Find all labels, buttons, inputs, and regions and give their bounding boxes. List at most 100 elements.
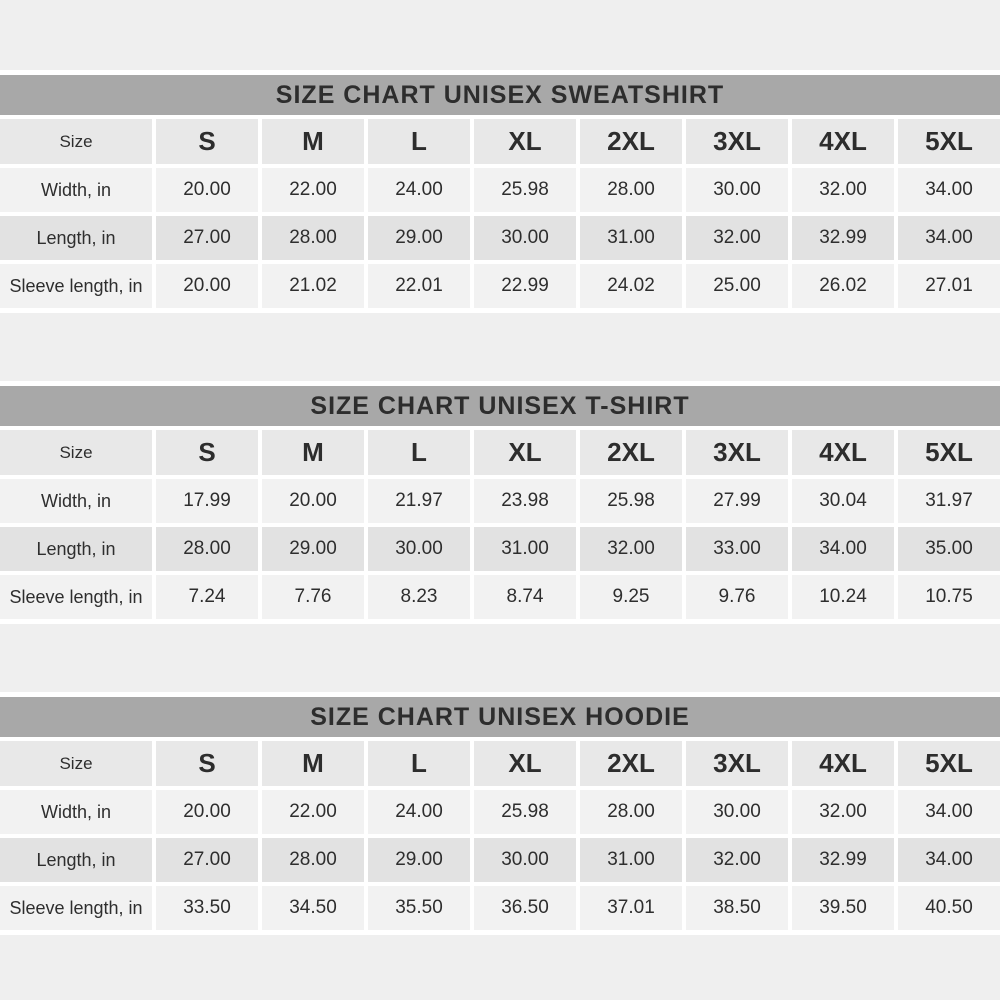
measurement-value: 20.00 — [156, 790, 258, 834]
size-column-header: M — [262, 430, 364, 475]
size-column-header: 3XL — [686, 741, 788, 786]
measurement-value: 21.97 — [368, 479, 470, 523]
measurement-value: 28.00 — [262, 838, 364, 882]
measurement-row-label: Sleeve length, in — [0, 264, 152, 308]
section-gap — [0, 313, 1000, 381]
measurement-value: 32.00 — [686, 216, 788, 260]
chart-title-tshirt: SIZE CHART UNISEX T-SHIRT — [0, 386, 1000, 426]
size-table-sweatshirt: Size S M L XL 2XL 3XL 4XL 5XL Width, in 20.00 22.00… — [0, 119, 1000, 308]
measurement-value: 27.01 — [898, 264, 1000, 308]
measurement-value: 32.00 — [792, 168, 894, 212]
measurement-value: 26.02 — [792, 264, 894, 308]
measurement-value: 30.00 — [686, 790, 788, 834]
measurement-value: 33.00 — [686, 527, 788, 571]
measurement-value: 30.00 — [474, 216, 576, 260]
measurement-value: 25.00 — [686, 264, 788, 308]
measurement-value: 28.00 — [262, 216, 364, 260]
measurement-value: 22.01 — [368, 264, 470, 308]
measurement-value: 7.76 — [262, 575, 364, 619]
measurement-value: 30.00 — [686, 168, 788, 212]
size-column-header: L — [368, 119, 470, 164]
size-column-header: 5XL — [898, 741, 1000, 786]
measurement-value: 36.50 — [474, 886, 576, 930]
measurement-value: 25.98 — [474, 790, 576, 834]
measurement-value: 27.00 — [156, 216, 258, 260]
size-column-header: S — [156, 119, 258, 164]
measurement-row-label: Length, in — [0, 527, 152, 571]
measurement-value: 24.00 — [368, 790, 470, 834]
size-chart-hoodie: SIZE CHART UNISEX HOODIE Size S M L XL 2XL 3XL… — [0, 692, 1000, 935]
measurement-value: 39.50 — [792, 886, 894, 930]
measurement-value: 20.00 — [156, 264, 258, 308]
measurement-value: 27.99 — [686, 479, 788, 523]
measurement-value: 27.00 — [156, 838, 258, 882]
measurement-value: 32.00 — [792, 790, 894, 834]
size-column-header: 2XL — [580, 430, 682, 475]
measurement-value: 37.01 — [580, 886, 682, 930]
size-column-header: 4XL — [792, 741, 894, 786]
measurement-value: 34.00 — [898, 168, 1000, 212]
measurement-value: 24.02 — [580, 264, 682, 308]
measurement-value: 34.00 — [898, 838, 1000, 882]
measurement-value: 24.00 — [368, 168, 470, 212]
chart-title-sweatshirt: SIZE CHART UNISEX SWEATSHIRT — [0, 75, 1000, 115]
measurement-value: 25.98 — [474, 168, 576, 212]
measurement-value: 34.00 — [898, 216, 1000, 260]
measurement-value: 20.00 — [156, 168, 258, 212]
measurement-value: 35.50 — [368, 886, 470, 930]
measurement-value: 32.99 — [792, 838, 894, 882]
size-column-header: S — [156, 430, 258, 475]
measurement-value: 29.00 — [368, 216, 470, 260]
measurement-row-label: Length, in — [0, 838, 152, 882]
size-table-tshirt: Size S M L XL 2XL 3XL 4XL 5XL Width, in 17.99 20.00… — [0, 430, 1000, 619]
measurement-value: 10.24 — [792, 575, 894, 619]
size-chart-tshirt: SIZE CHART UNISEX T-SHIRT Size S M L XL 2XL 3X… — [0, 381, 1000, 624]
size-header-cell: Size — [0, 430, 152, 475]
section-gap — [0, 624, 1000, 692]
measurement-value: 32.99 — [792, 216, 894, 260]
measurement-value: 23.98 — [474, 479, 576, 523]
measurement-row-label: Width, in — [0, 479, 152, 523]
measurement-value: 8.23 — [368, 575, 470, 619]
measurement-value: 29.00 — [368, 838, 470, 882]
measurement-value: 34.50 — [262, 886, 364, 930]
measurement-value: 31.00 — [580, 838, 682, 882]
measurement-value: 22.00 — [262, 790, 364, 834]
measurement-value: 38.50 — [686, 886, 788, 930]
measurement-value: 35.00 — [898, 527, 1000, 571]
size-column-header: 5XL — [898, 119, 1000, 164]
measurement-value: 29.00 — [262, 527, 364, 571]
size-column-header: M — [262, 119, 364, 164]
measurement-value: 22.00 — [262, 168, 364, 212]
measurement-value: 10.75 — [898, 575, 1000, 619]
measurement-value: 32.00 — [686, 838, 788, 882]
measurement-row-label: Width, in — [0, 790, 152, 834]
measurement-value: 9.76 — [686, 575, 788, 619]
size-column-header: 5XL — [898, 430, 1000, 475]
measurement-value: 7.24 — [156, 575, 258, 619]
size-column-header: 3XL — [686, 119, 788, 164]
size-column-header: S — [156, 741, 258, 786]
measurement-row-label: Length, in — [0, 216, 152, 260]
measurement-value: 8.74 — [474, 575, 576, 619]
measurement-value: 34.00 — [898, 790, 1000, 834]
size-table-hoodie: Size S M L XL 2XL 3XL 4XL 5XL Width, in 20.00 22.00… — [0, 741, 1000, 930]
measurement-row-label: Width, in — [0, 168, 152, 212]
size-chart-sweatshirt: SIZE CHART UNISEX SWEATSHIRT Size S M L XL 2X… — [0, 70, 1000, 313]
size-column-header: XL — [474, 119, 576, 164]
measurement-value: 28.00 — [156, 527, 258, 571]
size-column-header: 3XL — [686, 430, 788, 475]
size-header-cell: Size — [0, 741, 152, 786]
measurement-value: 31.00 — [580, 216, 682, 260]
measurement-value: 30.04 — [792, 479, 894, 523]
size-header-cell: Size — [0, 119, 152, 164]
measurement-value: 31.97 — [898, 479, 1000, 523]
size-column-header: 2XL — [580, 119, 682, 164]
size-column-header: XL — [474, 741, 576, 786]
measurement-value: 25.98 — [580, 479, 682, 523]
measurement-value: 21.02 — [262, 264, 364, 308]
measurement-value: 28.00 — [580, 168, 682, 212]
measurement-value: 17.99 — [156, 479, 258, 523]
measurement-value: 40.50 — [898, 886, 1000, 930]
